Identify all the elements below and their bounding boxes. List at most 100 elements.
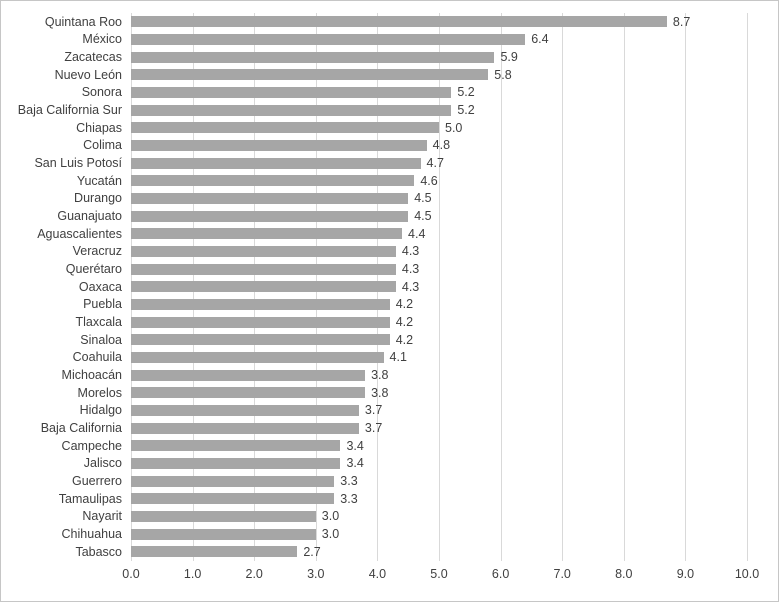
bar-row: Jalisco 3.4 (1, 455, 747, 473)
category-label: Nuevo León (54, 67, 122, 82)
bar-row: Coahuila 4.1 (1, 349, 747, 367)
bar-track: 4.3 (131, 260, 747, 278)
value-label: 4.3 (401, 279, 420, 294)
bar-track: 4.2 (131, 296, 747, 314)
category-label: Baja California Sur (17, 102, 122, 117)
category-label: Aguascalientes (37, 226, 122, 241)
bar (131, 422, 359, 434)
category-label: Jalisco (83, 456, 122, 471)
bar-row: Chiapas 5.0 (1, 119, 747, 137)
bar-track: 3.0 (131, 508, 747, 526)
bar-row: Chihuahua 3.0 (1, 525, 747, 543)
value-label: 2.7 (303, 544, 321, 559)
x-axis-tick-label: 10.0 (734, 567, 760, 581)
bar-row: Nuevo León 5.8 (1, 66, 747, 84)
x-axis-tick-label: 2.0 (245, 567, 263, 581)
value-label: 4.5 (414, 208, 432, 223)
bar-row: Nayarit 3.0 (1, 508, 747, 526)
bar (131, 369, 366, 381)
value-label: 4.2 (395, 315, 414, 329)
bar-track: 4.2 (131, 331, 747, 349)
value-label: 3.8 (371, 368, 389, 383)
bar-row: Quintana Roo 8.7 (1, 13, 747, 31)
bar-track: 3.7 (131, 419, 747, 437)
bar-track: 3.7 (131, 402, 747, 420)
value-label: 5.0 (445, 120, 463, 135)
x-axis-tick-label: 4.0 (368, 567, 387, 581)
bar-row: Hidalgo 3.7 (1, 402, 747, 420)
value-label: 4.4 (408, 226, 426, 241)
category-label: Chiapas (76, 120, 122, 135)
category-label: San Luis Potosí (34, 155, 122, 170)
bar-row: Campeche 3.4 (1, 437, 747, 455)
category-label: Querétaro (65, 261, 122, 276)
gridline (562, 13, 564, 561)
bar-row: Zacatecas 5.9 (1, 48, 747, 66)
bar (131, 387, 366, 399)
bar (131, 34, 526, 45)
bar-row: Veracruz 4.3 (1, 243, 747, 261)
bar-row: Yucatán 4.6 (1, 172, 747, 190)
bar-track: 6.4 (131, 31, 747, 49)
bar-row: Guanajuato 4.5 (1, 207, 747, 225)
bar-track: 5.8 (131, 66, 747, 84)
bar-row: Morelos 3.8 (1, 384, 747, 402)
bar-row: San Luis Potosí 4.7 (1, 154, 747, 172)
category-label: Michoacán (61, 368, 122, 383)
value-label: 3.3 (340, 491, 358, 506)
bar-track: 5.9 (131, 48, 747, 66)
bar-row: Oaxaca 4.3 (1, 278, 747, 296)
bar-track: 4.8 (131, 137, 747, 155)
value-label: 4.8 (432, 138, 451, 153)
bar (131, 458, 341, 470)
bar-row: Michoacán 3.8 (1, 366, 747, 384)
value-label: 4.3 (401, 244, 420, 259)
value-label: 3.3 (340, 474, 358, 489)
value-label: 6.4 (531, 32, 549, 47)
bars-container: Quintana Roo 8.7 México 6.4 Zacatecas 5.9 Nuev… (1, 13, 747, 561)
bar-row: Aguascalientes 4.4 (1, 225, 747, 243)
bar-row: Tlaxcala 4.2 (1, 313, 747, 331)
bar-row: Baja California 3.7 (1, 419, 747, 437)
bar-track: 3.4 (131, 437, 747, 455)
bar-track: 4.1 (131, 349, 747, 367)
category-label: Tlaxcala (75, 315, 122, 329)
x-axis-tick-label: 7.0 (553, 567, 571, 581)
value-label: 5.2 (457, 102, 475, 117)
gridline (623, 13, 625, 561)
bar-track: 4.6 (131, 172, 747, 190)
value-label: 4.7 (426, 155, 444, 170)
bar (131, 104, 452, 116)
bar (131, 87, 452, 99)
bar (131, 546, 298, 558)
bar (131, 405, 359, 417)
value-label: 4.1 (389, 350, 407, 365)
bar (131, 334, 390, 346)
bar (131, 440, 341, 452)
x-axis-tick-label: 6.0 (491, 567, 510, 581)
category-label: Colima (83, 138, 122, 153)
value-label: 4.6 (420, 173, 438, 188)
category-label: Baja California (40, 421, 122, 436)
category-label: Morelos (77, 385, 122, 400)
value-label: 3.4 (346, 438, 364, 453)
value-label: 3.7 (364, 421, 383, 436)
bar-row: Sonora 5.2 (1, 84, 747, 102)
category-label: Campeche (61, 438, 122, 453)
value-label: 4.2 (395, 332, 414, 347)
x-axis-tick-label: 1.0 (183, 567, 202, 581)
category-label: Hidalgo (79, 403, 122, 418)
bar-track: 4.4 (131, 225, 747, 243)
value-label: 5.2 (457, 85, 475, 100)
bar (131, 263, 396, 275)
category-label: Durango (74, 191, 122, 206)
x-axis-tick-label: 8.0 (615, 567, 633, 581)
bar-track: 3.4 (131, 455, 747, 473)
value-label: 3.0 (321, 527, 340, 542)
category-label: Yucatán (76, 173, 122, 188)
bar-track: 5.0 (131, 119, 747, 137)
gridline (500, 13, 502, 561)
bar-track: 8.7 (131, 13, 747, 31)
bar-row: Colima 4.8 (1, 137, 747, 155)
